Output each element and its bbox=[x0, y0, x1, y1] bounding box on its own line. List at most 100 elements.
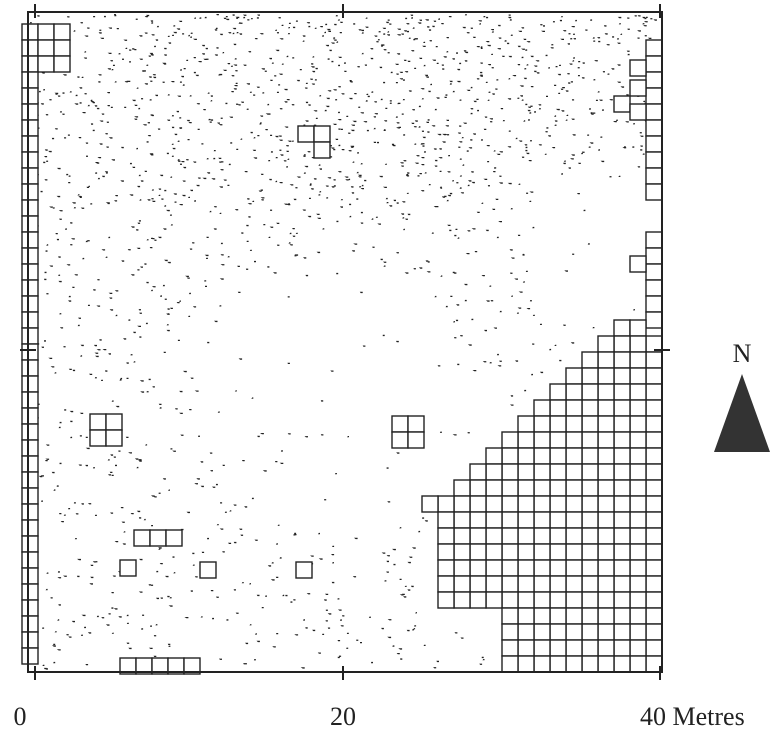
grid-cell bbox=[517, 511, 535, 529]
grid-cell bbox=[21, 215, 39, 233]
grid-cell bbox=[645, 607, 663, 625]
grid-cell bbox=[597, 351, 615, 369]
grid-cell bbox=[645, 151, 663, 169]
grid-cell bbox=[453, 527, 471, 545]
grid-cell bbox=[613, 399, 631, 417]
grid-cell bbox=[565, 399, 583, 417]
grid-cell bbox=[581, 527, 599, 545]
grid-cell bbox=[53, 39, 71, 57]
grid-cell bbox=[469, 543, 487, 561]
grid-cell bbox=[407, 431, 425, 449]
grid-cell bbox=[645, 591, 663, 609]
grid-cell bbox=[21, 423, 39, 441]
grid-cell bbox=[517, 479, 535, 497]
grid-cell bbox=[597, 399, 615, 417]
grid-cell bbox=[407, 415, 425, 433]
grid-cell bbox=[469, 495, 487, 513]
grid-cell bbox=[645, 135, 663, 153]
grid-cell bbox=[645, 543, 663, 561]
grid-cell bbox=[533, 575, 551, 593]
grid-cell bbox=[645, 447, 663, 465]
grid-cell bbox=[517, 575, 535, 593]
grid-cell bbox=[645, 295, 663, 313]
grid-cell bbox=[533, 463, 551, 481]
grid-cell bbox=[21, 487, 39, 505]
grid-cell bbox=[21, 407, 39, 425]
grid-cell bbox=[485, 447, 503, 465]
grid-cell bbox=[295, 561, 313, 579]
grid-cell bbox=[437, 559, 455, 577]
grid-cell bbox=[613, 559, 631, 577]
grid-cell bbox=[613, 655, 631, 673]
grid-cell bbox=[629, 543, 647, 561]
grid-cell bbox=[469, 559, 487, 577]
grid-cell bbox=[533, 559, 551, 577]
grid-cell bbox=[469, 511, 487, 529]
grid-cell bbox=[597, 431, 615, 449]
grid-cell bbox=[485, 575, 503, 593]
grid-cells bbox=[21, 23, 663, 675]
grid-cell bbox=[453, 591, 471, 609]
grid-cell bbox=[517, 639, 535, 657]
grid-cell bbox=[581, 351, 599, 369]
grid-cell bbox=[581, 591, 599, 609]
grid-cell bbox=[613, 575, 631, 593]
grid-cell bbox=[629, 103, 647, 121]
grid-cell bbox=[501, 479, 519, 497]
grid-cell bbox=[597, 623, 615, 641]
grid-cell bbox=[469, 591, 487, 609]
grid-cell bbox=[517, 559, 535, 577]
grid-cell bbox=[21, 103, 39, 121]
grid-cell bbox=[199, 561, 217, 579]
grid-cell bbox=[565, 367, 583, 385]
grid-cell bbox=[597, 655, 615, 673]
grid-cell bbox=[549, 463, 567, 481]
grid-cell bbox=[437, 527, 455, 545]
grid-cell bbox=[645, 247, 663, 265]
grid-cell bbox=[581, 399, 599, 417]
grid-cell bbox=[53, 55, 71, 73]
grid-cell bbox=[437, 575, 455, 593]
grid-cell bbox=[501, 607, 519, 625]
grid-cell bbox=[645, 55, 663, 73]
grid-cell bbox=[581, 655, 599, 673]
grid-cell bbox=[565, 591, 583, 609]
grid-cell bbox=[629, 463, 647, 481]
scale-label: 20 bbox=[330, 702, 356, 731]
grid-cell bbox=[629, 431, 647, 449]
grid-cell bbox=[581, 575, 599, 593]
grid-cell bbox=[21, 311, 39, 329]
grid-cell bbox=[533, 639, 551, 657]
scale-label: 0 bbox=[14, 702, 27, 731]
grid-cell bbox=[645, 231, 663, 249]
grid-cell bbox=[183, 657, 201, 675]
grid-cell bbox=[645, 527, 663, 545]
grid-cell bbox=[597, 463, 615, 481]
grid-cell bbox=[453, 511, 471, 529]
grid-cell bbox=[453, 559, 471, 577]
grid-cell bbox=[533, 495, 551, 513]
grid-cell bbox=[565, 527, 583, 545]
grid-cell bbox=[645, 463, 663, 481]
grid-cell bbox=[391, 415, 409, 433]
grid-cell bbox=[565, 639, 583, 657]
grid-cell bbox=[313, 141, 331, 159]
grid-cell bbox=[549, 655, 567, 673]
grid-cell bbox=[613, 527, 631, 545]
grid-cell bbox=[485, 463, 503, 481]
grid-cell bbox=[501, 575, 519, 593]
grid-cell bbox=[549, 431, 567, 449]
grid-cell bbox=[437, 495, 455, 513]
grid-cell bbox=[581, 607, 599, 625]
grid-cell bbox=[501, 655, 519, 673]
grid-cell bbox=[597, 543, 615, 561]
grid-cell bbox=[645, 479, 663, 497]
grid-cell bbox=[581, 559, 599, 577]
grid-cell bbox=[533, 399, 551, 417]
grid-cell bbox=[565, 431, 583, 449]
grid-cell bbox=[549, 447, 567, 465]
grid-cell bbox=[105, 413, 123, 431]
grid-cell bbox=[597, 575, 615, 593]
grid-cell bbox=[437, 543, 455, 561]
grid-cell bbox=[21, 23, 39, 41]
